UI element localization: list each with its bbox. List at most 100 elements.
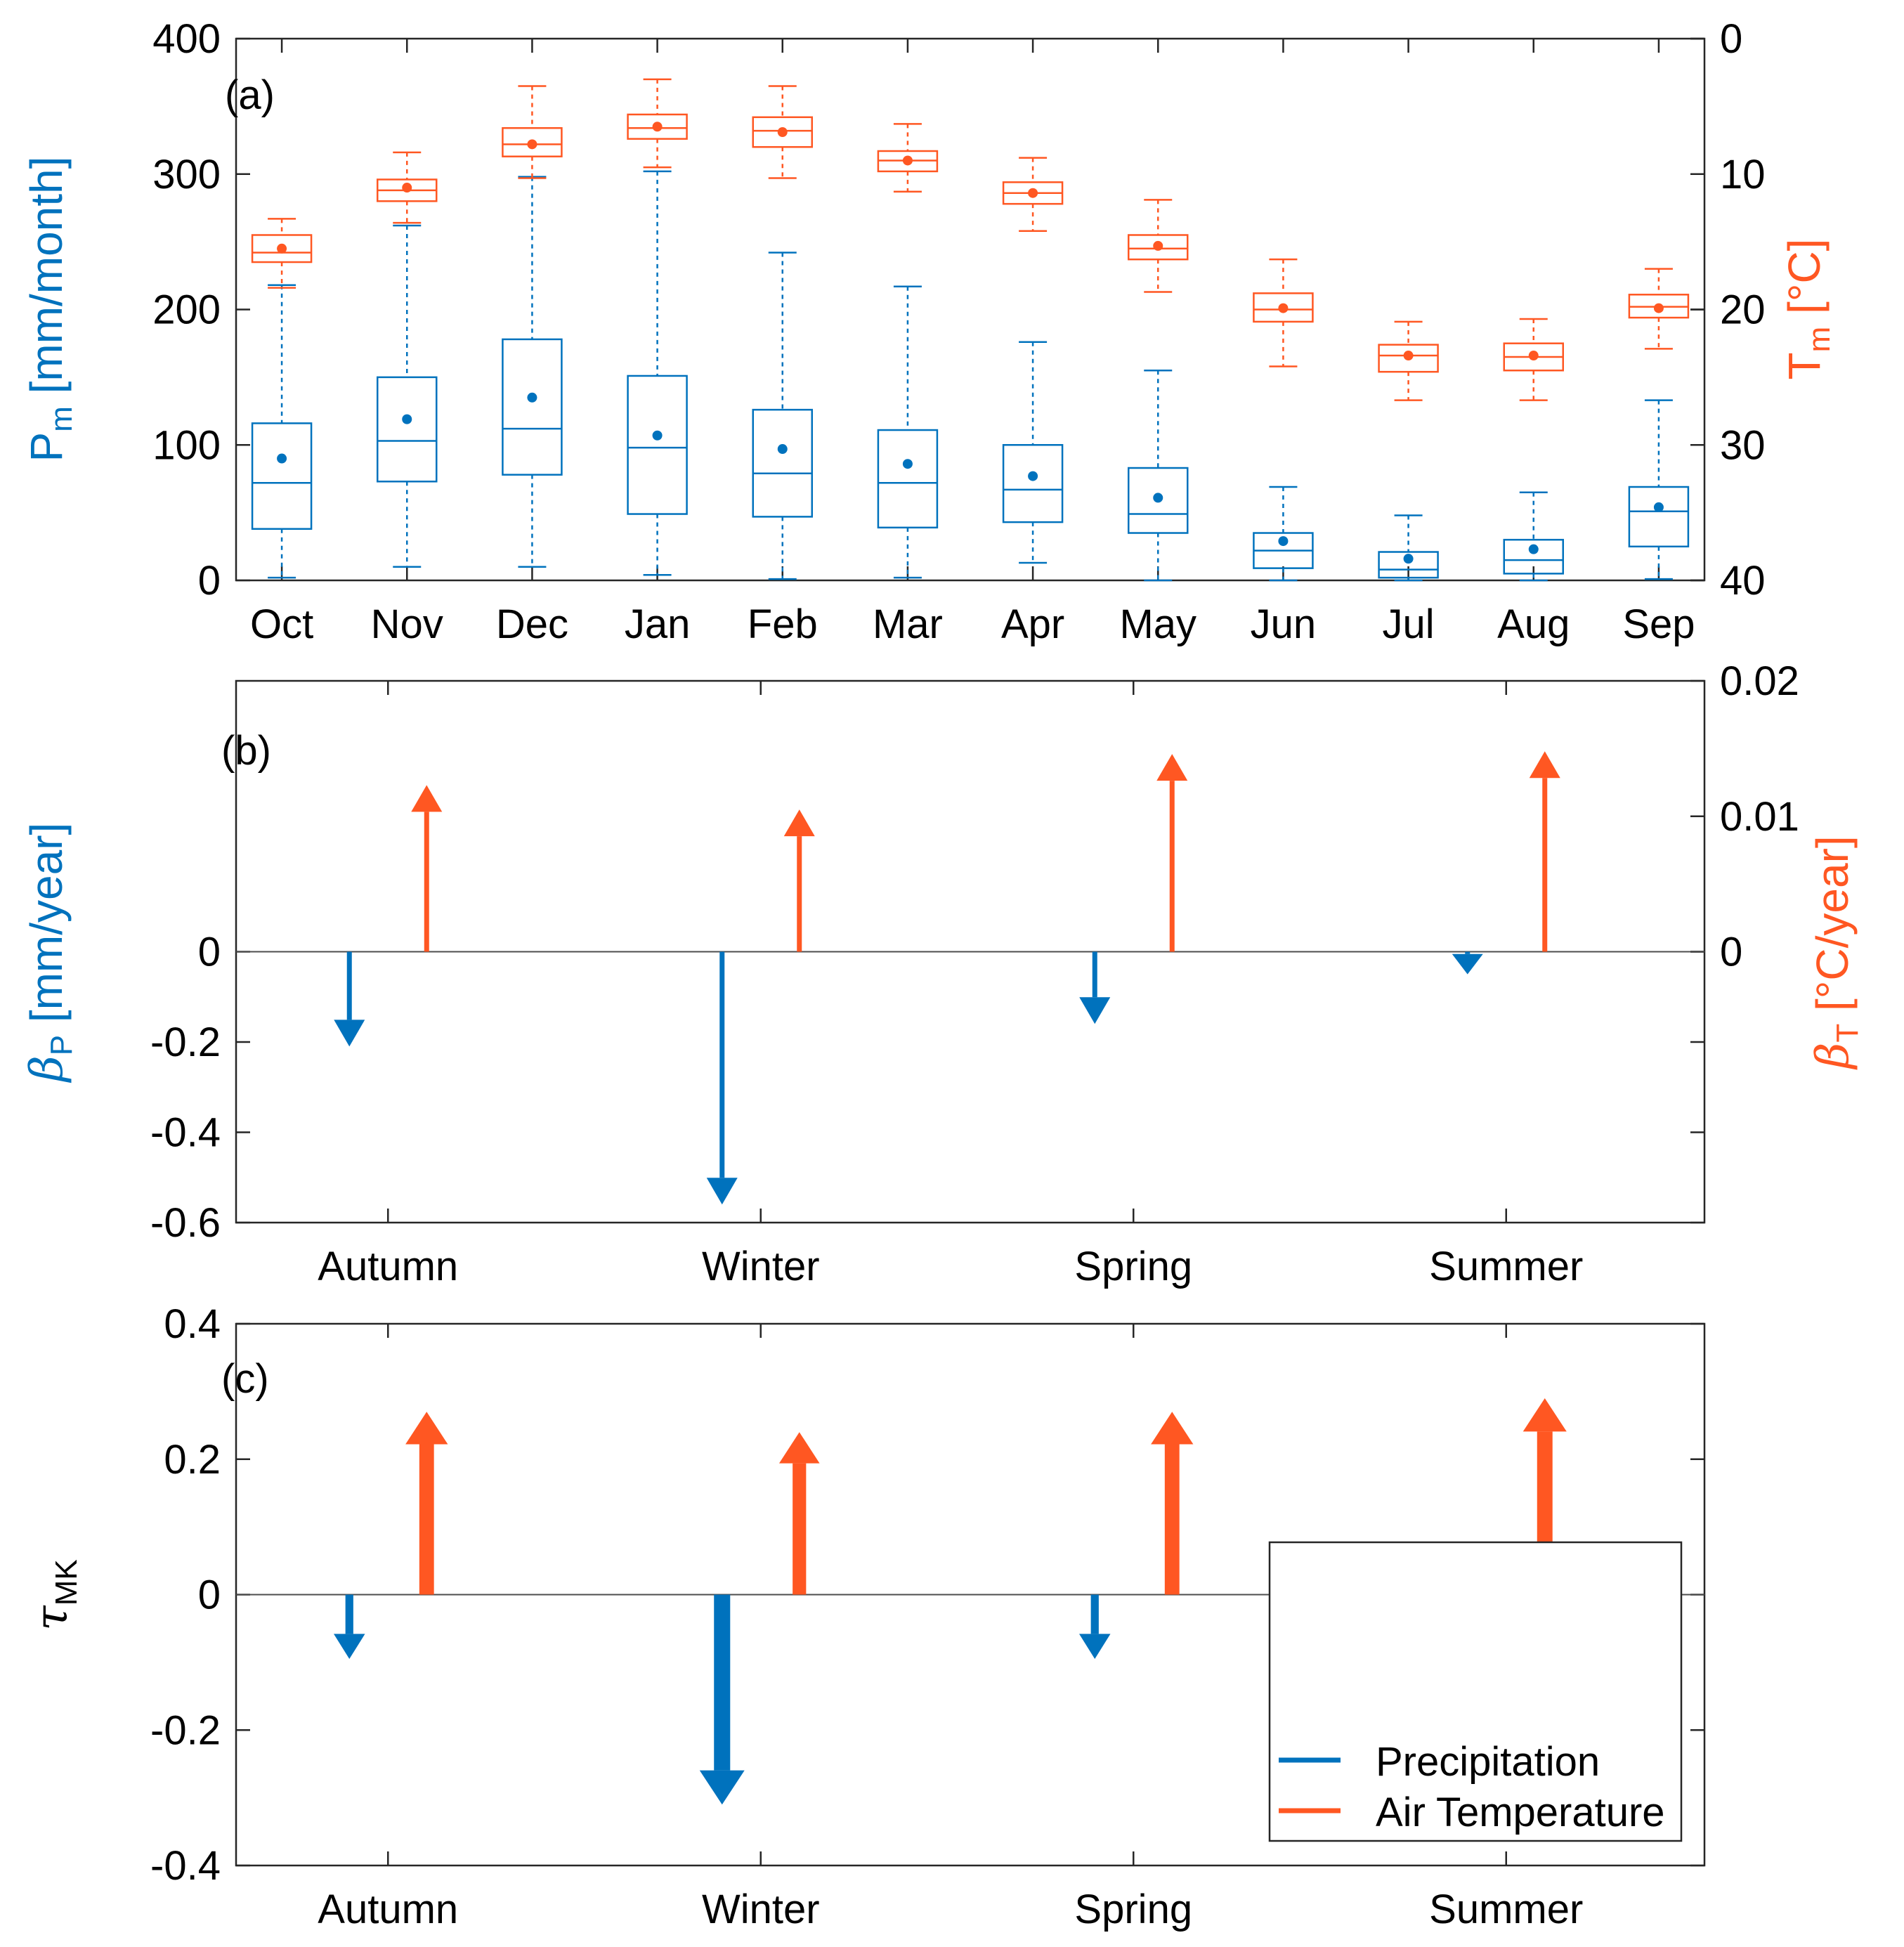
box-mean-dot	[1653, 502, 1664, 512]
box-mean-dot	[902, 155, 913, 166]
panel-b-right-axis: 0 0.01 0.02	[1690, 658, 1799, 975]
box-iqr	[1503, 538, 1564, 575]
box-mean-dot	[777, 444, 788, 455]
arrow-head	[778, 1432, 820, 1464]
y-tick-label: -0.2	[150, 1020, 221, 1065]
panel-c-label: (c)	[221, 1356, 269, 1402]
panel-b-label: (b)	[221, 728, 271, 774]
panel-a-monthly-boxplots: 0 100 200 300 400 0 10 20 30 40 Oct Nov Dec Jan Feb M…	[21, 16, 1837, 647]
y-tick-label: 0	[198, 1572, 221, 1618]
box-mean-dot	[277, 243, 287, 254]
box-mean-dot	[902, 459, 913, 469]
arrow-head	[699, 1770, 745, 1805]
arrow-head	[411, 785, 443, 812]
arrow-head	[706, 1178, 738, 1205]
x-tick-label: Jul	[1383, 601, 1435, 647]
box-iqr	[251, 234, 313, 263]
panel-a-label: (a)	[225, 72, 275, 118]
y-tick-label: -0.4	[150, 1110, 221, 1156]
panel-b-season-axis: Autumn Winter Spring Summer	[318, 681, 1583, 1289]
x-tick-label: Nov	[371, 601, 443, 647]
y-tick-label: 0.2	[164, 1437, 221, 1483]
box-mean-dot	[527, 139, 537, 150]
panel-a-month-axis: Oct Nov Dec Jan Feb Mar Apr May Jun Jul Aug Sep	[250, 39, 1695, 647]
x-tick-label: Feb	[748, 601, 818, 647]
arrow-head	[1452, 953, 1483, 975]
y-tick-label: 0.4	[164, 1301, 221, 1347]
arrow-head	[1079, 997, 1111, 1024]
y-tick-label: 200	[152, 287, 221, 333]
box-mean-dot	[652, 430, 663, 441]
x-tick-label: May	[1119, 601, 1196, 647]
panel-b-left-ylabel: βP [mm/year]	[21, 823, 79, 1083]
box-mean-dot	[1528, 544, 1539, 554]
arrow-head	[1529, 751, 1560, 779]
panel-b-left-axis: -0.6 -0.4 -0.2 0	[150, 930, 1704, 1246]
box-mean-dot	[777, 126, 788, 137]
box-iqr	[877, 429, 939, 529]
box-mean-dot	[652, 122, 663, 132]
arrow-head	[783, 809, 815, 837]
panel-b-arrows	[334, 751, 1560, 1205]
box-mean-dot	[1403, 554, 1414, 564]
panel-c-mann-kendall: -0.4 -0.2 0 0.2 0.4 Autumn Winter Spring Summer…	[26, 1301, 1706, 1932]
y-tick-label: -0.6	[150, 1200, 221, 1246]
arrow-head	[1151, 1412, 1194, 1445]
box-iqr	[1128, 467, 1189, 534]
box-mean-dot	[1153, 493, 1163, 503]
box-mean-dot	[1028, 471, 1038, 481]
x-tick-label: Jan	[625, 601, 691, 647]
x-tick-label: Autumn	[318, 1887, 458, 1932]
panel-c-left-axis: -0.4 -0.2 0 0.2 0.4	[150, 1301, 1704, 1889]
x-tick-label: Jun	[1251, 601, 1317, 647]
box-iqr	[627, 113, 688, 140]
box-iqr	[251, 422, 313, 530]
y-tick-label: 0	[1720, 930, 1742, 975]
y-tick-label: 400	[152, 16, 221, 62]
x-tick-label: Sep	[1622, 601, 1695, 647]
y-tick-label: 40	[1720, 558, 1766, 604]
y-tick-label: 300	[152, 152, 221, 197]
x-tick-label: Apr	[1001, 601, 1064, 647]
box-iqr	[1253, 292, 1314, 323]
y-tick-label: -0.4	[150, 1843, 221, 1889]
y-tick-label: 10	[1720, 152, 1766, 197]
y-tick-label: 0	[198, 558, 221, 604]
box-iqr	[627, 375, 688, 515]
x-tick-label: Summer	[1429, 1887, 1583, 1932]
panel-b-trend-slopes: -0.6 -0.4 -0.2 0 0 0.01 0.02 Autumn Winter Spri…	[21, 658, 1865, 1289]
y-tick-label: 20	[1720, 287, 1766, 333]
arrow-head	[333, 1634, 365, 1660]
box-mean-dot	[1278, 536, 1289, 547]
box-iqr	[502, 338, 563, 476]
box-mean-dot	[1528, 351, 1539, 361]
box-iqr	[752, 116, 813, 148]
panel-b-right-ylabel: βT [°C/year]	[1807, 835, 1865, 1069]
box-mean-dot	[1653, 303, 1664, 313]
panel-c-arrows	[333, 1398, 1567, 1805]
y-tick-label: 0	[198, 930, 221, 975]
x-tick-label: Winter	[702, 1887, 820, 1932]
x-tick-label: Oct	[250, 601, 313, 647]
box-mean-dot	[402, 183, 412, 193]
panel-c-season-axis: Autumn Winter Spring Summer	[318, 1324, 1583, 1932]
legend-temp-label: Air Temperature	[1376, 1790, 1665, 1835]
x-tick-label: Aug	[1497, 601, 1570, 647]
y-tick-label: 0.02	[1720, 658, 1799, 704]
arrow-head	[1522, 1398, 1567, 1432]
y-tick-label: -0.2	[150, 1707, 221, 1753]
precipitation-boxplots	[251, 170, 1690, 582]
panel-a-left-ylabel: Pm [mm/month]	[21, 157, 79, 462]
box-iqr	[1378, 551, 1439, 579]
box-iqr	[752, 408, 813, 518]
box-mean-dot	[527, 392, 537, 403]
y-tick-label: 100	[152, 422, 221, 468]
arrow-head	[1078, 1634, 1111, 1660]
arrow-head	[405, 1412, 448, 1445]
temperature-boxplots	[251, 78, 1690, 401]
arrow-head	[1156, 754, 1188, 781]
panel-a-right-axis: 0 10 20 30 40	[1690, 16, 1766, 604]
box-iqr	[1628, 486, 1690, 548]
x-tick-label: Mar	[873, 601, 943, 647]
